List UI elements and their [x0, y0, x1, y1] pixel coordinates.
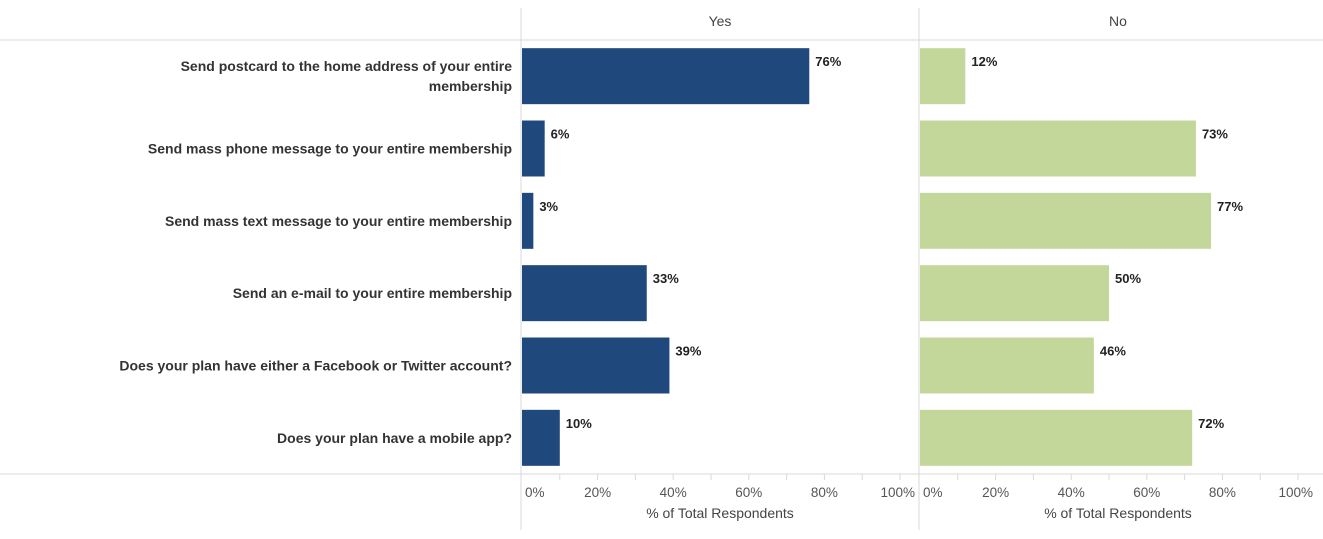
- x-tick-label: 0%: [923, 485, 943, 500]
- bar-no: [920, 409, 1193, 466]
- x-axis-title: % of Total Respondents: [646, 505, 794, 521]
- category-label-line: Send postcard to the home address of you…: [181, 58, 513, 74]
- category-label: Send postcard to the home address of you…: [181, 58, 513, 94]
- category-label-line: Does your plan have a mobile app?: [277, 430, 512, 446]
- x-tick-label: 100%: [880, 485, 915, 500]
- x-tick-label: 80%: [811, 485, 838, 500]
- value-label: 77%: [1217, 199, 1243, 214]
- value-label: 33%: [653, 271, 679, 286]
- value-label: 3%: [539, 199, 558, 214]
- category-label-line: Does your plan have either a Facebook or…: [119, 358, 512, 374]
- value-label: 72%: [1198, 416, 1224, 431]
- value-label: 10%: [566, 416, 592, 431]
- bar-no: [920, 192, 1212, 249]
- value-label: 50%: [1115, 271, 1141, 286]
- category-label-line: membership: [429, 78, 512, 94]
- bar-yes: [522, 48, 810, 105]
- category-label: Does your plan have a mobile app?: [277, 430, 512, 446]
- bars-layer: [522, 48, 1212, 466]
- panel-header-yes: Yes: [709, 13, 732, 29]
- value-label: 6%: [551, 127, 570, 142]
- x-axis-title: % of Total Respondents: [1044, 505, 1192, 521]
- category-label: Send mass phone message to your entire m…: [148, 141, 512, 157]
- bar-yes: [522, 337, 670, 394]
- bar-no: [920, 48, 966, 105]
- category-label-line: Send mass text message to your entire me…: [165, 213, 512, 229]
- bar-no: [920, 337, 1094, 394]
- x-tick-label: 80%: [1209, 485, 1236, 500]
- value-label: 76%: [815, 54, 841, 69]
- x-tick-label: 0%: [525, 485, 545, 500]
- bar-no: [920, 265, 1109, 322]
- x-tick-label: 60%: [735, 485, 762, 500]
- bar-no: [920, 120, 1196, 177]
- x-tick-label: 20%: [584, 485, 611, 500]
- bar-yes: [522, 120, 545, 177]
- bar-yes: [522, 409, 560, 466]
- bar-yes: [522, 265, 647, 322]
- x-tick-label: 100%: [1278, 485, 1313, 500]
- x-tick-label: 40%: [1058, 485, 1085, 500]
- value-label: 39%: [675, 344, 701, 359]
- labels-layer: Yes No Send postcard to the home address o…: [119, 13, 1313, 521]
- category-label-line: Send an e-mail to your entire membership: [233, 285, 512, 301]
- bar-yes: [522, 192, 534, 249]
- chart-frame: [0, 8, 1323, 530]
- category-label: Does your plan have either a Facebook or…: [119, 358, 512, 374]
- category-label: Send an e-mail to your entire membership: [233, 285, 512, 301]
- x-tick-label: 40%: [660, 485, 687, 500]
- x-tick-label: 20%: [982, 485, 1009, 500]
- value-label: 46%: [1100, 344, 1126, 359]
- category-label-line: Send mass phone message to your entire m…: [148, 141, 512, 157]
- value-label: 73%: [1202, 127, 1228, 142]
- value-label: 12%: [971, 54, 997, 69]
- panel-header-no: No: [1109, 13, 1127, 29]
- category-label: Send mass text message to your entire me…: [165, 213, 512, 229]
- x-tick-label: 60%: [1133, 485, 1160, 500]
